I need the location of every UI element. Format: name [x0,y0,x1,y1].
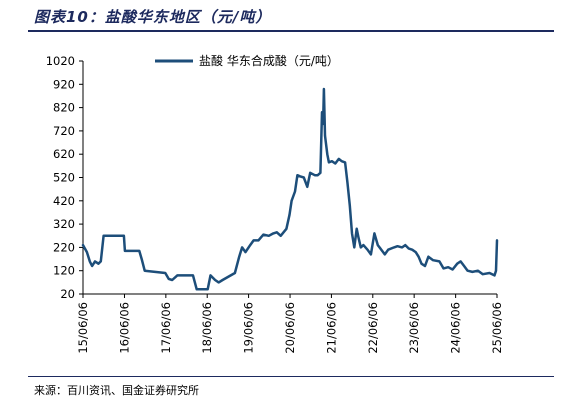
y-tick-label: 1020 [46,54,75,68]
y-tick-label: 820 [53,101,75,115]
series-line-0 [81,87,499,291]
source-note: 来源：百川资讯、国金证券研究所 [34,384,199,397]
x-tick-label: 25/06/06 [490,302,504,354]
x-tick-label: 21/06/06 [324,302,338,354]
x-tick-label: 19/06/06 [242,302,256,354]
x-axis: 15/06/06 16/06/06 17/06/06 18/06/06 19/06/06… [76,293,504,354]
legend: 盐酸 华东合成酸（元/吨） [155,53,339,68]
x-tick-label: 24/06/06 [449,302,463,354]
x-tick-label: 18/06/06 [200,302,214,354]
series-layer [81,87,499,291]
x-tick-label: 16/06/06 [117,302,131,354]
x-tick-label: 15/06/06 [76,302,90,354]
y-tick-label: 220 [53,240,75,254]
y-tick-label: 520 [53,171,75,185]
y-tick-label: 120 [53,264,75,278]
title-rule [28,30,554,32]
x-tick-label: 23/06/06 [407,302,421,354]
source-rule [28,376,554,377]
y-tick-label: 420 [53,194,75,208]
y-tick-label: 920 [53,77,75,91]
figure-title: 图表10：盐酸华东地区（元/吨） [34,8,272,26]
x-tick-label: 22/06/06 [366,302,380,354]
y-axis: 20 120 220 320 420 520 620 720 820 920 1020 [46,54,84,301]
x-tick-label: 20/06/06 [283,302,297,354]
y-tick-label: 720 [53,124,75,138]
y-tick-label: 620 [53,147,75,161]
y-tick-label: 20 [60,287,75,301]
legend-label: 盐酸 华东合成酸（元/吨） [199,53,339,68]
y-tick-label: 320 [53,217,75,231]
x-tick-label: 17/06/06 [159,302,173,354]
